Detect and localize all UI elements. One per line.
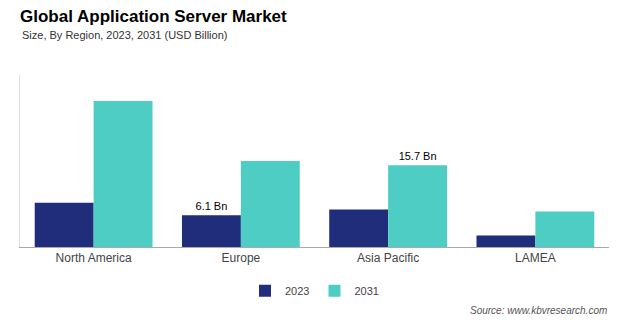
svg-text:15.7 Bn: 15.7 Bn <box>399 150 437 162</box>
svg-text:Source: www.kbvresearch.com: Source: www.kbvresearch.com <box>470 305 607 316</box>
svg-text:Size, By Region, 2023, 2031 (U: Size, By Region, 2023, 2031 (USD Billion… <box>22 29 227 41</box>
svg-text:2031: 2031 <box>354 285 378 297</box>
svg-text:North America: North America <box>56 251 132 265</box>
svg-text:6.1 Bn: 6.1 Bn <box>196 200 228 212</box>
svg-text:Europe: Europe <box>222 251 261 265</box>
svg-text:Asia Pacific: Asia Pacific <box>357 251 419 265</box>
svg-text:2023: 2023 <box>285 285 309 297</box>
svg-text:LAMEA: LAMEA <box>515 251 556 265</box>
svg-text:Global Application Server Mark: Global Application Server Market <box>20 7 287 26</box>
